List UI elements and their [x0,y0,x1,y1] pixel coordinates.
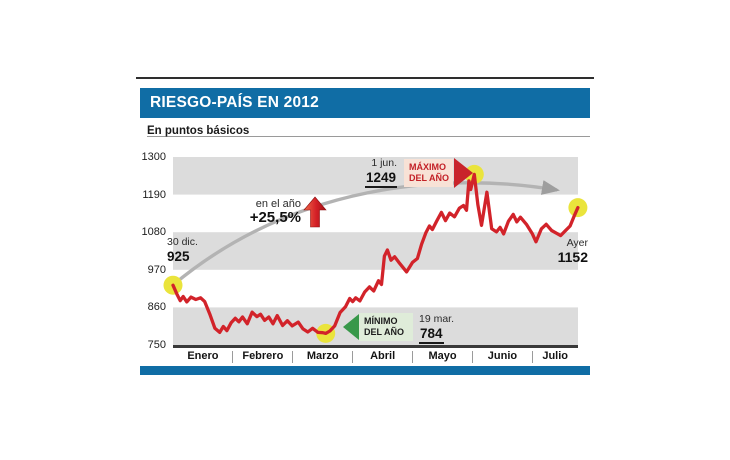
latest-annotation: Ayer 1152 [516,237,588,265]
x-tick-separator [232,351,234,363]
start-annotation: 30 dic. 925 [167,236,198,264]
ytd-change-label: en el año [255,198,301,210]
latest-value: 1152 [557,248,588,265]
ytd-change-value: +25,5% [249,209,301,227]
x-tick-separator [472,351,473,363]
grid-band [173,157,578,195]
max-pointer-icon [454,158,473,188]
min-tag: MÍNIMO DEL AÑO [359,313,413,341]
x-month-label: Julio [542,350,569,362]
x-month-label: Junio [487,350,518,362]
max-tag: MÁXIMO DEL AÑO [404,159,453,187]
y-tick-label: 860 [147,301,166,314]
risk-line-chart: 1300 1190 1080 970 860 750 Enero Febrero Marzo A… [140,151,590,363]
min-tag-line1: MÍNIMO [364,316,398,326]
x-month-label: Mayo [428,350,457,362]
x-month-label: Enero [187,350,219,362]
max-tag-line1: MÁXIMO [409,162,446,172]
max-tag-line2: DEL AÑO [409,173,450,184]
x-axis-line [173,345,578,348]
x-month-label: Marzo [306,350,339,362]
max-annotation: 1 jun. 1249 [335,157,397,188]
y-tick-label: 1190 [142,188,166,201]
y-axis: 1300 1190 1080 970 860 750 [138,151,168,351]
x-month-label: Febrero [242,350,284,362]
x-tick-separator [292,351,294,363]
up-arrow-icon [303,196,327,228]
min-annotation: 19 mar. 784 [419,313,455,344]
x-tick-separator [412,351,414,363]
units-label: En puntos básicos [147,125,250,137]
chart-plot: 1300 1190 1080 970 860 750 Enero Febrero Marzo A… [142,151,588,363]
ytd-change-annotation: en el año +25,5% [213,198,301,227]
y-tick-label: 970 [147,263,166,276]
min-tag-line2: DEL AÑO [364,327,405,338]
subtitle-row: En puntos básicos [147,121,590,137]
x-tick-separator [352,351,354,363]
page-title: RIESGO-PAÍS EN 2012 [150,94,319,111]
header-bar: RIESGO-PAÍS EN 2012 [140,88,590,118]
x-tick-separator [531,351,533,363]
min-pointer-icon [343,314,359,340]
plot-svg [163,157,588,345]
min-value: 784 [419,326,444,344]
min-date: 19 mar. [419,313,455,325]
chart-card: RIESGO-PAÍS EN 2012 En puntos básicos 13… [136,77,594,375]
y-tick-label: 750 [147,339,166,351]
latest-label: Ayer [566,237,588,249]
x-month-label: Abril [370,350,396,362]
footer-bar [140,366,590,375]
x-axis: Enero Febrero Marzo Abril Mayo Junio Julio [173,350,578,364]
max-date: 1 jun. [371,157,397,169]
top-divider [136,77,594,79]
data-line-riesgo-pais [171,172,580,336]
y-tick-label: 1080 [141,226,166,239]
trend-arc [171,180,560,287]
start-date: 30 dic. [167,236,198,248]
max-value: 1249 [364,170,397,188]
start-value: 925 [167,248,190,264]
y-tick-label: 1300 [141,151,166,163]
